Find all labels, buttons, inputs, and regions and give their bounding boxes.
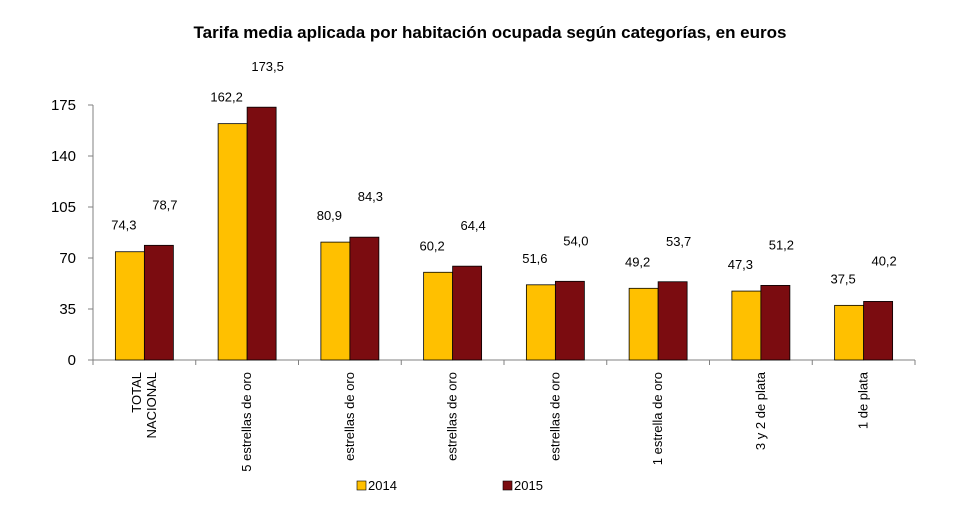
category-label: estrellas de oro xyxy=(445,372,460,461)
y-tick-label: 105 xyxy=(51,199,76,216)
data-label: 173,5 xyxy=(251,59,284,74)
category-label: estrellas de oro xyxy=(342,372,357,461)
y-tick-label: 35 xyxy=(59,301,76,318)
plot-area: 0 35 70 105 140 175 74,3 78,7 TOTALNACIONAL 162,2… xyxy=(51,59,916,472)
data-label: 80,9 xyxy=(317,208,342,223)
bar-2015 xyxy=(554,280,585,361)
y-tick-label: 140 xyxy=(51,148,76,165)
bar-2014 xyxy=(628,287,659,361)
bar-2015 xyxy=(349,236,380,361)
bar-2014 xyxy=(834,304,865,361)
data-label: 64,4 xyxy=(460,218,485,233)
data-label: 51,2 xyxy=(769,237,794,252)
y-tick-label: 70 xyxy=(59,250,76,267)
data-label: 40,2 xyxy=(871,253,896,268)
bar-2015 xyxy=(657,281,688,361)
bar-2015 xyxy=(760,284,791,361)
category-label: 1 de plata xyxy=(856,371,871,429)
category-label: 1 estrella de oro xyxy=(650,372,665,465)
bar-2014 xyxy=(731,290,762,361)
bar-2015 xyxy=(863,301,894,361)
data-label: 84,3 xyxy=(358,189,383,204)
data-label: 78,7 xyxy=(152,197,177,212)
category-label: TOTALNACIONAL xyxy=(129,372,159,438)
data-label: 162,2 xyxy=(210,90,243,105)
bar-2014 xyxy=(320,241,351,361)
legend-swatch-2015 xyxy=(502,480,513,491)
legend-label-2015: 2015 xyxy=(514,478,543,493)
data-label: 53,7 xyxy=(666,234,691,249)
y-tick-label: 0 xyxy=(68,352,76,369)
data-label: 49,2 xyxy=(625,254,650,269)
legend-label-2014: 2014 xyxy=(368,478,397,493)
data-label: 54,0 xyxy=(563,233,588,248)
data-label: 47,3 xyxy=(728,257,753,272)
chart-title: Tarifa media aplicada por habitación ocu… xyxy=(194,23,787,42)
bar-2014 xyxy=(114,251,145,361)
bar-2015 xyxy=(143,244,174,361)
data-label: 37,5 xyxy=(830,271,855,286)
data-label: 60,2 xyxy=(419,238,444,253)
category-label: estrellas de oro xyxy=(547,372,562,461)
bar-2015 xyxy=(246,106,277,361)
bar-2014 xyxy=(525,284,556,361)
bar-2015 xyxy=(452,265,483,361)
category-label: 3 y 2 de plata xyxy=(753,371,768,450)
data-label: 51,6 xyxy=(522,251,547,266)
legend-swatch-2014 xyxy=(356,480,367,491)
category-label: 5 estrellas de oro xyxy=(239,372,254,472)
bar-2014 xyxy=(423,271,454,361)
y-tick-label: 175 xyxy=(51,97,76,114)
legend: 2014 2015 xyxy=(356,478,543,493)
bar-2014 xyxy=(217,123,248,361)
data-label: 74,3 xyxy=(111,218,136,233)
